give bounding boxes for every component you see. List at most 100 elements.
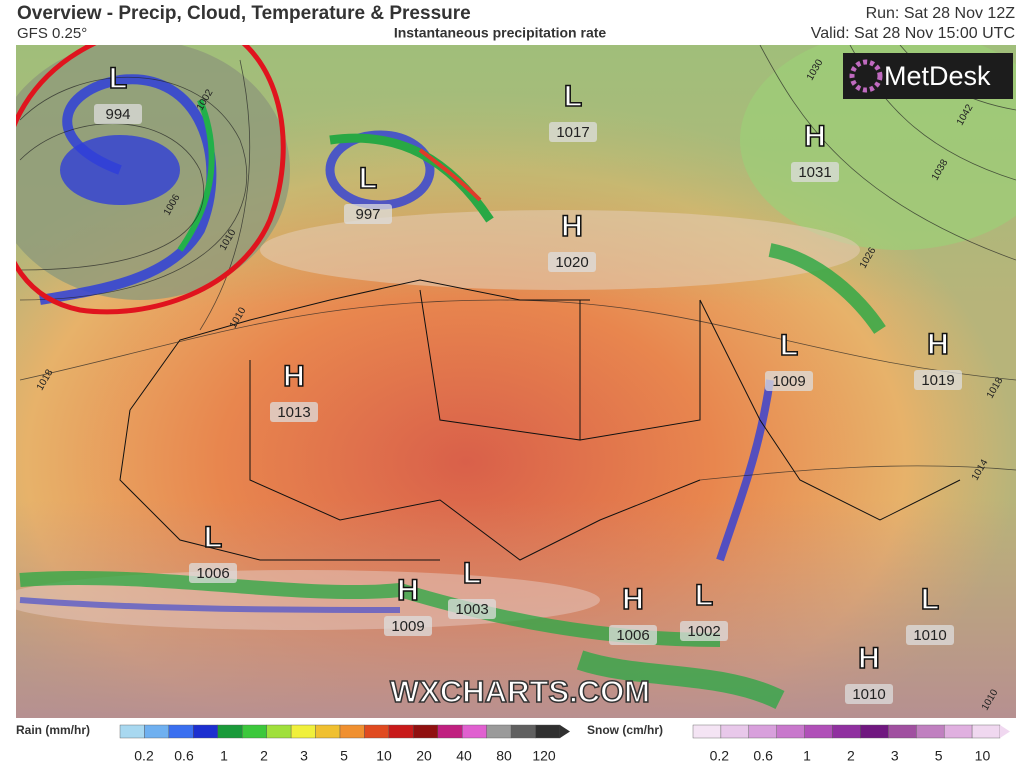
legend-swatch — [437, 724, 463, 739]
center-pressure: 1020 — [555, 254, 588, 271]
rain-label: Rain (mm/hr) — [16, 723, 90, 737]
legend-tick: 0.6 — [753, 748, 773, 764]
highlight-circle — [16, 45, 286, 315]
legend-tick: 5 — [340, 748, 348, 764]
model: GFS 0.25° — [17, 25, 87, 42]
legend-swatch — [720, 724, 750, 739]
logo-text: MetDesk — [884, 61, 991, 91]
center-pressure: 1009 — [391, 618, 424, 635]
legend-swatch — [290, 724, 316, 739]
center-label-bg — [270, 402, 318, 422]
legend-swatch — [388, 724, 414, 739]
center-pressure: 994 — [105, 106, 130, 123]
legend-swatch — [217, 724, 243, 739]
legend-arrow — [560, 725, 570, 738]
center-letter: L — [204, 521, 222, 554]
center-pressure: 1002 — [687, 623, 720, 640]
center-label-bg — [94, 104, 142, 124]
legend-tick: 0.2 — [710, 748, 730, 764]
watermark: WXCHARTS.COM — [390, 674, 650, 709]
legend-tick: 40 — [456, 748, 472, 764]
center-letter: H — [283, 360, 305, 393]
center-label-bg — [189, 563, 237, 583]
legend-swatch — [776, 724, 805, 739]
legend-swatch — [888, 724, 917, 739]
legend-swatch — [748, 724, 777, 739]
borders — [119, 279, 961, 561]
center-letter: L — [564, 80, 582, 113]
run: Run: Sat 28 Nov 12Z — [866, 5, 1016, 22]
center-pressure: 997 — [355, 206, 380, 223]
legend-tick: 80 — [496, 748, 512, 764]
legend-tick: 1 — [803, 748, 811, 764]
legend-swatch — [315, 724, 341, 739]
legend-swatch — [916, 724, 945, 739]
legend-swatch — [692, 724, 722, 739]
legend-tick: 3 — [891, 748, 899, 764]
legend-swatch — [860, 724, 889, 739]
center-label-bg — [448, 599, 496, 619]
center-pressure: 1010 — [852, 686, 885, 703]
isobars — [19, 45, 1016, 481]
legend-tick: 20 — [416, 748, 432, 764]
center-letter: H — [927, 328, 949, 361]
center-label-bg — [384, 616, 432, 636]
legend-tick: 5 — [935, 748, 943, 764]
legend-tick: 2 — [260, 748, 268, 764]
legend-tick: 0.2 — [134, 748, 154, 764]
center-pressure: 1031 — [798, 164, 831, 181]
legend-swatch — [144, 724, 170, 739]
legend-swatch — [193, 724, 218, 739]
legend-tick: 120 — [532, 748, 556, 764]
title: Overview - Precip, Cloud, Temperature & … — [17, 3, 471, 24]
snow-label: Snow (cm/hr) — [587, 723, 663, 737]
center-label-bg — [548, 252, 596, 272]
legend-swatch — [971, 724, 1001, 739]
legend-tick: 10 — [975, 748, 991, 764]
center-letter: L — [463, 557, 481, 590]
center-letter: L — [780, 329, 798, 362]
legend-tick: 3 — [300, 748, 308, 764]
center-label-bg — [765, 371, 813, 391]
legend-tick: 2 — [847, 748, 855, 764]
center-label-bg — [344, 204, 392, 224]
legend-tick: 1 — [220, 748, 228, 764]
center-letter: H — [804, 120, 826, 153]
center-letter: L — [359, 162, 377, 195]
center-pressure: 1017 — [556, 124, 589, 141]
legend-swatch — [535, 724, 561, 739]
center-pressure: 1006 — [196, 565, 229, 582]
subtitle: Instantaneous precipitation rate — [394, 25, 607, 41]
legend-swatch — [364, 724, 390, 739]
legend-swatch — [462, 724, 487, 739]
center-label-bg — [680, 621, 728, 641]
map-field — [16, 45, 1016, 718]
center-label-bg — [845, 684, 893, 704]
legend-swatch — [804, 724, 833, 739]
legend-swatch — [486, 724, 512, 739]
center-pressure: 1009 — [772, 373, 805, 390]
center-label-bg — [914, 370, 962, 390]
logo-icon — [849, 59, 883, 93]
legend-tick: 0.6 — [174, 748, 194, 764]
legend-arrow — [1000, 725, 1010, 738]
center-letter: L — [921, 583, 939, 616]
center-letter: H — [561, 210, 583, 243]
center-pressure: 1019 — [921, 372, 954, 389]
center-pressure: 1006 — [616, 627, 649, 644]
center-pressure: 1010 — [913, 627, 946, 644]
center-letter: H — [858, 642, 880, 675]
legend-swatch — [266, 724, 292, 739]
legend-swatch — [168, 724, 194, 739]
center-letter: L — [695, 579, 713, 612]
legend-swatch — [242, 724, 267, 739]
valid: Valid: Sat 28 Nov 15:00 UTC — [811, 25, 1015, 42]
legend-swatch — [339, 724, 365, 739]
center-label-bg — [906, 625, 954, 645]
center-label-bg — [791, 162, 839, 182]
center-label-bg — [609, 625, 657, 645]
legends: 0.2 0.6 1 2 3 5 10 20 40 80 120 0.2 0.6 1 2 3 5 10 — [119, 724, 1010, 764]
legend-swatch — [510, 724, 536, 739]
legend-tick: 10 — [376, 748, 392, 764]
